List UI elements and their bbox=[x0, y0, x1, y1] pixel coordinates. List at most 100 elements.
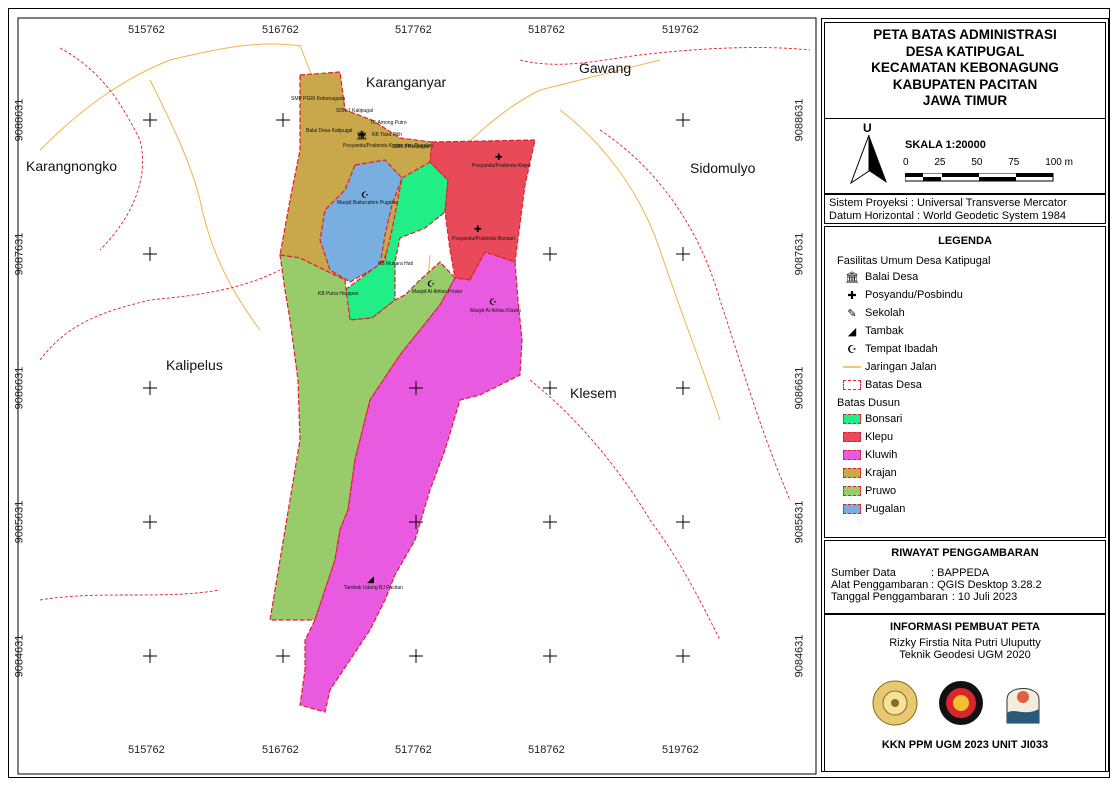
legend-facilities-heading: Fasilitas Umum Desa Katipugal bbox=[837, 255, 991, 267]
legend-item: ☪ Tempat Ibadah bbox=[843, 341, 938, 357]
title-line: KABUPATEN PACITAN bbox=[892, 76, 1038, 92]
grid-x-label-bottom: 517762 bbox=[395, 744, 432, 756]
tempat-ibadah-icon: ☪ bbox=[489, 298, 497, 308]
riwayat-value: : 10 Juli 2023 bbox=[951, 591, 1018, 603]
grid-y-label-right: 9087631 bbox=[793, 232, 806, 276]
legend-label: Pruwo bbox=[865, 485, 897, 497]
map-title: PETA BATAS ADMINISTRASI DESA KATIPUGAL K… bbox=[824, 22, 1106, 122]
tempat-ibadah-icon: ☪ bbox=[427, 280, 435, 290]
place-label: Gawang bbox=[579, 60, 632, 76]
riwayat-section: RIWAYAT PENGGAMBARAN Sumber Data: BAPPED… bbox=[824, 540, 1106, 614]
poi-label: SDN 2 Katipugal bbox=[392, 144, 429, 150]
legend-label: Balai Desa bbox=[865, 271, 919, 283]
grid-x-label-top: 518762 bbox=[528, 24, 565, 36]
title-line: PETA BATAS ADMINISTRASI bbox=[873, 27, 1057, 42]
poi-label: SDN 1 Katipugal bbox=[336, 108, 373, 114]
info-author: Rizky Firstia Nita Putri Uluputty bbox=[889, 637, 1041, 649]
tambak-icon: ◢ bbox=[367, 575, 374, 585]
dusun-pugalan bbox=[319, 159, 403, 283]
legend-item: Batas Desa bbox=[843, 377, 922, 393]
poi-label: TK Among Putro bbox=[370, 120, 407, 126]
grid-y-label-right: 9084631 bbox=[793, 634, 806, 678]
poi-label: Balai Desa Katipugal bbox=[306, 128, 353, 134]
poi-label: KB Tiara Pilih bbox=[372, 132, 403, 138]
poi-label: Masjid Baiturrahim Pugalan bbox=[337, 200, 399, 206]
title-line: DESA KATIPUGAL bbox=[905, 43, 1025, 59]
grid-y-label-left: 9086631 bbox=[13, 366, 26, 410]
info-affiliation: Teknik Geodesi UGM 2020 bbox=[899, 649, 1031, 661]
poi-label: Masjid Al-Ikhlas Kluwih bbox=[470, 308, 521, 314]
sekolah-icon: ✎ bbox=[847, 307, 857, 320]
riwayat-key: Sumber Data bbox=[831, 567, 896, 579]
tempat-ibadah-icon: ☪ bbox=[847, 343, 857, 356]
posyandu-icon: ✚ bbox=[847, 289, 857, 302]
grid-x-label-top: 517762 bbox=[395, 24, 432, 36]
legend-label: Bonsari bbox=[865, 413, 903, 425]
riwayat-key: Tanggal Penggambaran bbox=[831, 591, 948, 603]
riwayat-key: Alat Penggambaran bbox=[831, 579, 929, 591]
info-footer: KKN PPM UGM 2023 UNIT JI033 bbox=[881, 739, 1049, 751]
riwayat-row: Tanggal Penggambaran: 10 Juli 2023 bbox=[825, 591, 1105, 603]
legend-item: Kluwih bbox=[843, 447, 897, 463]
scale-tick: 25 bbox=[934, 157, 946, 168]
poi-label: KB Mutiara Hati bbox=[378, 261, 414, 267]
grid-x-label-bottom: 519762 bbox=[662, 744, 699, 756]
legend-label: Posyandu/Posbindu bbox=[865, 289, 963, 301]
legend-item: ◢ Tambak bbox=[843, 323, 904, 339]
ugm-logo-icon bbox=[872, 680, 918, 726]
posyandu-icon: ✚ bbox=[358, 131, 366, 141]
map-frame bbox=[8, 8, 1110, 778]
dusun-polygons bbox=[269, 71, 536, 713]
poi-label: Posyandu/Posbindu Krajan dan Pugalan bbox=[343, 143, 433, 149]
projection-info: Sistem Proyeksi : Universal Transverse M… bbox=[824, 194, 1106, 224]
poi-label: Tambak Udang BJ Pacitan bbox=[344, 585, 403, 591]
legend-item: Klepu bbox=[843, 429, 893, 445]
legend-label: Kluwih bbox=[865, 449, 898, 461]
place-label: Sidomulyo bbox=[690, 160, 756, 176]
legend-title: LEGENDA bbox=[938, 235, 992, 247]
legend-item: ✚ Posyandu/Posbindu bbox=[843, 287, 963, 303]
projection-system: Sistem Proyeksi : Universal Transverse M… bbox=[829, 197, 1067, 209]
unit-logo-icon bbox=[1006, 688, 1040, 724]
title-line: JAWA TIMUR bbox=[922, 93, 1008, 108]
grid-x-label-top: 515762 bbox=[128, 24, 165, 36]
dusun-swatch bbox=[843, 468, 861, 478]
dusun-swatch bbox=[843, 414, 861, 424]
info-title: INFORMASI PEMBUAT PETA bbox=[890, 621, 1040, 633]
map-symbols: 🏛 ✚ ✚ ✚ ☪ ☪ ☪ ◢ bbox=[356, 130, 503, 585]
info-section: INFORMASI PEMBUAT PETA Rizky Firstia Nit… bbox=[824, 614, 1106, 772]
tambak-icon: ◢ bbox=[847, 325, 857, 338]
scale-tick: 100 m bbox=[1045, 157, 1073, 168]
dusun-swatch bbox=[843, 450, 861, 460]
legend-item: Pugalan bbox=[843, 501, 905, 517]
legend-dusun-heading: Batas Dusun bbox=[837, 397, 900, 409]
scale-bar bbox=[905, 173, 1054, 182]
riwayat-value: : QGIS Desktop 3.28.2 bbox=[931, 579, 1042, 591]
grid-y-label-left: 9084631 bbox=[13, 634, 26, 678]
posyandu-icon: ✚ bbox=[474, 225, 482, 235]
poi-label: SMP PGRI Kebonagung bbox=[291, 96, 346, 102]
riwayat-row: Sumber Data: BAPPEDA bbox=[825, 567, 1105, 579]
title-line: KECAMATAN KEBONAGUNG bbox=[871, 60, 1059, 75]
place-label: Karangnongko bbox=[26, 158, 118, 174]
balai-desa-icon: 🏛 bbox=[845, 271, 859, 284]
scale-label: SKALA 1:20000 bbox=[905, 139, 986, 151]
grid-crosses bbox=[143, 113, 690, 663]
grid-y-label-left: 9088631 bbox=[13, 98, 26, 142]
grid-y-label-left: 9085631 bbox=[13, 500, 26, 544]
scale-tick: 75 bbox=[1008, 157, 1020, 168]
legend-item: 🏛 Balai Desa bbox=[843, 269, 918, 285]
projection-datum: Datum Horizontal : World Geodetic System… bbox=[829, 210, 1067, 222]
poi-label: Posyandu/Posbindu Klepu bbox=[472, 163, 531, 169]
map-canvas[interactable]: 🏛 ✚ ✚ ✚ ☪ ☪ ☪ ◢ bbox=[0, 0, 820, 790]
scale-tick: 50 bbox=[971, 157, 983, 168]
north-label: U bbox=[863, 121, 872, 135]
dusun-swatch bbox=[843, 432, 861, 442]
legend-item: Jaringan Jalan bbox=[843, 359, 937, 375]
grid-x-label-bottom: 515762 bbox=[128, 744, 165, 756]
balai-desa-icon: 🏛 bbox=[356, 130, 367, 141]
scale-section: U SKALA 1:20000 0 25 50 75 100 m bbox=[824, 118, 1106, 194]
grid-x-label-bottom: 518762 bbox=[528, 744, 565, 756]
grid-x-label-top: 516762 bbox=[262, 24, 299, 36]
legend-item: Krajan bbox=[843, 465, 897, 481]
